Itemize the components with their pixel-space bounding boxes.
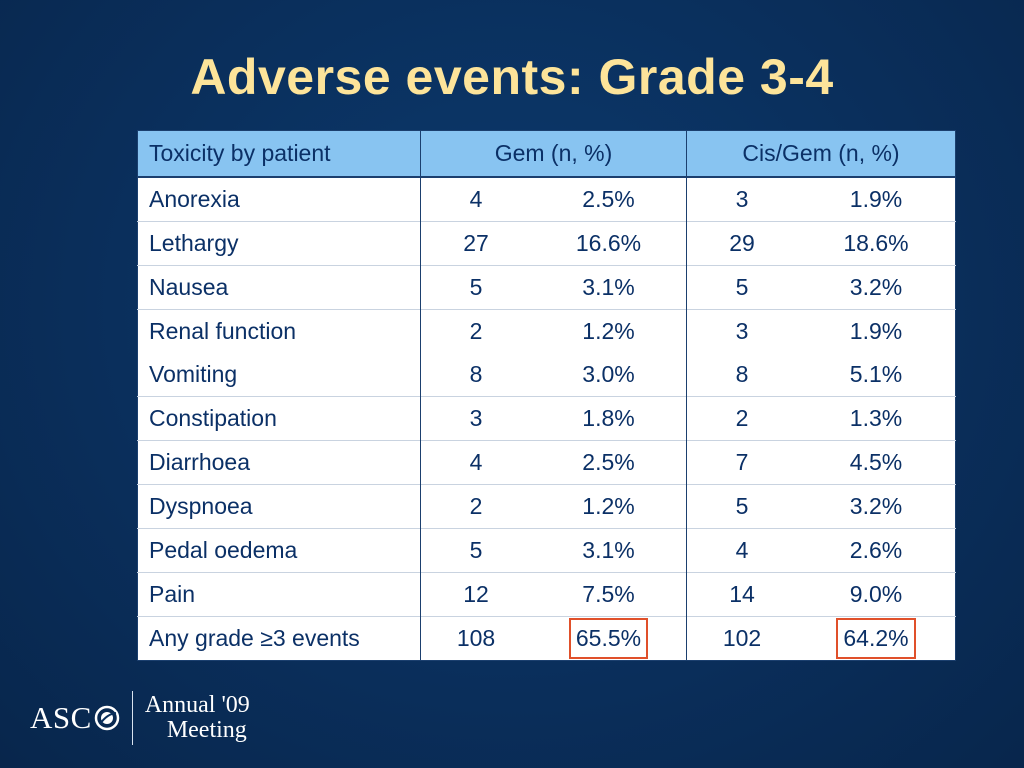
cis-gem-count: 14 <box>686 572 797 617</box>
cis-gem-percent: 1.3% <box>797 396 956 441</box>
cis-gem-percent: 18.6% <box>797 221 956 266</box>
gem-percent: 1.2% <box>531 484 687 529</box>
asco-logo-text: ASC <box>30 700 92 735</box>
gem-count: 3 <box>420 396 531 441</box>
gem-count: 4 <box>469 186 483 212</box>
gem-count: 12 <box>420 572 531 617</box>
gem-percent: 7.5% <box>531 572 687 617</box>
cis-gem-count: 5 <box>686 484 797 529</box>
cis-gem-count: 102 <box>686 616 797 661</box>
table-row: Dyspnoea 2 1.2% 5 3.2% <box>137 484 956 529</box>
gem-count: 2 <box>420 484 531 529</box>
cis-gem-count: 29 <box>686 221 797 266</box>
gem-percent: 2.5% <box>531 440 687 485</box>
cis-gem-percent: 2.6% <box>797 528 956 573</box>
toxicity-label: Lethargy <box>137 221 421 266</box>
gem-percent: 3.1% <box>531 265 687 310</box>
toxicity-label: Nausea <box>137 265 421 310</box>
gem-count: 2 <box>420 309 531 353</box>
toxicity-label: Pain <box>137 572 421 617</box>
header-gem: Gem (n, %) <box>420 130 687 178</box>
cis-gem-count: 8 <box>735 361 749 387</box>
adverse-events-table: Toxicity by patient Gem (n, %) Cis/Gem (… <box>137 130 956 661</box>
cis-gem-percent: 4.5% <box>797 440 956 485</box>
cis-gem-count: 7 <box>686 440 797 485</box>
gem-percent-highlight: 65.5% <box>568 618 649 659</box>
gem-count: 108 <box>420 616 531 661</box>
toxicity-label: Renal function <box>137 309 421 353</box>
toxicity-label: Anorexia <box>137 177 421 222</box>
gem-percent: 1.2% <box>531 309 687 353</box>
cis-gem-percent: 1.9% <box>849 186 903 212</box>
gem-percent-cell: 65.5% <box>531 616 687 661</box>
gem-percent: 3.1% <box>531 528 687 573</box>
cis-gem-percent-highlight: 64.2% <box>836 618 916 659</box>
asco-logo: ASC Annual '09 Meeting <box>30 688 250 748</box>
gem-percent: 3.0% <box>531 353 687 397</box>
cis-gem-count: 4 <box>686 528 797 573</box>
gem-percent: 1.8% <box>531 396 687 441</box>
asco-globe-icon <box>94 705 120 731</box>
header-toxicity: Toxicity by patient <box>137 130 421 178</box>
cis-gem-percent: 5.1% <box>849 361 903 387</box>
gem-percent: 2.5% <box>531 177 687 222</box>
logo-divider <box>131 691 133 745</box>
header-cis-gem: Cis/Gem (n, %) <box>686 130 956 178</box>
table-row-total: Any grade ≥3 events 108 65.5% 102 64.2% <box>137 616 956 661</box>
cis-gem-percent: 3.2% <box>797 484 956 529</box>
table-row: Diarrhoea 4 2.5% 7 4.5% <box>137 440 956 485</box>
toxicity-label: Diarrhoea <box>137 440 421 485</box>
table-row: Constipation 3 1.8% 2 1.3% <box>137 396 956 441</box>
slide-title: Adverse events: Grade 3-4 <box>190 49 834 105</box>
meeting-line-1: Annual '09 <box>144 692 250 718</box>
toxicity-label: Vomiting <box>137 353 421 397</box>
table-row: Vomiting 8 3.0% 8 5.1% <box>137 353 956 397</box>
table-row: Nausea 5 3.1% 5 3.2% <box>137 265 956 310</box>
cis-gem-count: 3 <box>735 186 749 212</box>
toxicity-label: Constipation <box>137 396 421 441</box>
cis-gem-count: 5 <box>686 265 797 310</box>
table-row: Pain 12 7.5% 14 9.0% <box>137 572 956 617</box>
gem-count: 5 <box>420 265 531 310</box>
cis-gem-percent: 3.2% <box>797 265 956 310</box>
cis-gem-percent: 1.9% <box>797 309 956 353</box>
toxicity-label: Any grade ≥3 events <box>137 616 421 661</box>
cis-gem-count: 2 <box>686 396 797 441</box>
cis-gem-percent-cell: 64.2% <box>797 616 956 661</box>
toxicity-label: Dyspnoea <box>137 484 421 529</box>
table-row: Renal function 2 1.2% 3 1.9% <box>137 309 956 353</box>
toxicity-label: Pedal oedema <box>137 528 421 573</box>
gem-percent: 16.6% <box>531 221 687 266</box>
annual-meeting-label: Annual '09 Meeting <box>145 693 250 743</box>
gem-count: 4 <box>420 440 531 485</box>
cis-gem-count: 3 <box>686 309 797 353</box>
table-row: Pedal oedema 5 3.1% 4 2.6% <box>137 528 956 573</box>
gem-count: 27 <box>420 221 531 266</box>
cis-gem-percent: 9.0% <box>797 572 956 617</box>
meeting-line-2: Meeting <box>166 717 247 743</box>
table-row: Anorexia 4 2.5% 3 1.9% <box>137 177 956 222</box>
gem-count: 5 <box>420 528 531 573</box>
table-header-row: Toxicity by patient Gem (n, %) Cis/Gem (… <box>137 130 956 178</box>
table-row: Lethargy 27 16.6% 29 18.6% <box>137 221 956 266</box>
gem-count: 8 <box>469 361 483 387</box>
